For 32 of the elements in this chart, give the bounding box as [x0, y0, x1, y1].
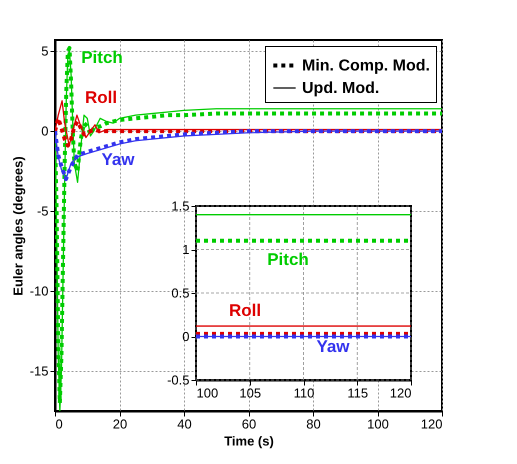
annotation: Pitch	[267, 250, 309, 269]
y-tick-label: -15	[30, 364, 48, 379]
annotation: Roll	[228, 301, 262, 320]
y-tick-label: -10	[30, 284, 48, 299]
x-axis-title: Time (s)	[224, 434, 274, 448]
x-tick-label: 105	[239, 386, 262, 400]
x-tick-label: 60	[242, 416, 256, 432]
x-tick-label: 80	[306, 416, 321, 432]
y-tick-label: 0	[182, 329, 190, 344]
series-label: Upd. Mod.	[302, 80, 380, 97]
x-tick-label: 100	[367, 416, 389, 432]
y-tick-label: 1.5	[171, 198, 190, 214]
x-tick-label: 115	[347, 386, 368, 400]
y-tick-label: 0	[41, 124, 48, 139]
annotation: Yaw	[101, 150, 136, 169]
text: Min. Comp. Mod.	[302, 58, 430, 74]
x-tick-label: 120	[420, 416, 442, 432]
x-tick-label: 0	[56, 416, 63, 432]
x-tick-label: 120	[390, 386, 412, 400]
y-tick-label: -5	[36, 204, 48, 219]
x-tick-label: 40	[177, 416, 192, 432]
y-tick-label: 1	[182, 242, 190, 257]
annotation: Yaw	[316, 337, 350, 356]
x-tick-label: 110	[294, 386, 314, 400]
y-tick-label: 5	[41, 44, 48, 59]
x-tick-label: 20	[112, 416, 128, 432]
annotation: Roll	[84, 88, 118, 107]
y-axis-title: Euler angles (degrees)	[10, 156, 26, 296]
y-tick-label: -0.5	[167, 372, 190, 388]
annotation: Pitch	[81, 48, 123, 67]
x-tick-label: 100	[196, 386, 218, 400]
y-tick-label: 0.5	[171, 286, 190, 300]
